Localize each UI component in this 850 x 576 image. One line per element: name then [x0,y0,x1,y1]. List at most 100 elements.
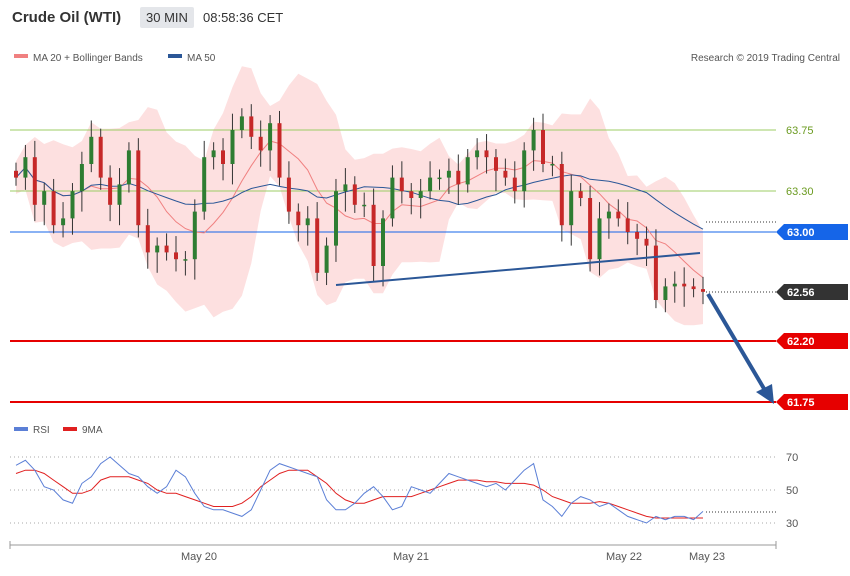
source-credit: Research © 2019 Trading Central [691,53,840,64]
candle-up [230,130,235,164]
candle-up [569,191,574,226]
candle-down [588,198,593,260]
candle-up [70,191,75,219]
candle-down [512,177,517,192]
candle-up [390,177,395,219]
candle-down [32,157,37,205]
candle-up [343,184,348,192]
ma9-legend-label: 9MA [82,425,103,436]
candle-up [550,164,555,166]
level-label-63-30: 63.30 [786,186,814,198]
candle-down [315,218,320,273]
support2-tag: 61.75 [776,394,848,410]
candle-down [559,164,564,226]
forecast-arrow-head [756,384,774,404]
candle-down [174,252,178,260]
rsi-legend-label: RSI [33,425,50,436]
x-tick-may22: May 22 [606,551,642,563]
candle-down [249,116,254,137]
candle-up [672,283,677,287]
candle-up [522,150,527,192]
candle-down [51,191,56,226]
last-price-tag-label: 62.56 [787,287,815,299]
ma9-legend-swatch [63,427,77,431]
pivot-tag-bg [776,224,848,240]
chart-header: Crude Oil (WTI) 30 MIN 08:58:36 CET [0,0,850,36]
timestamp: 08:58:36 CET [203,10,284,25]
candle-up [192,211,197,260]
candle-down [616,211,621,219]
rsi-ma9-line [15,469,703,519]
candle-up [446,170,451,178]
candle-down [136,150,141,226]
candle-down [456,170,461,185]
candle-down [371,204,376,266]
candle-up [126,150,131,185]
rsi-tick-30: 30 [786,518,798,530]
support1-tag-label: 62.20 [787,336,815,348]
support2-tag-bg [776,394,848,410]
candle-down [14,170,18,178]
trendline [335,252,701,286]
candle-up [475,150,480,158]
candle-up [89,136,94,164]
candle-down [399,177,404,192]
rsi-legend: RSI 9MA [14,425,103,436]
candle-down [578,191,583,198]
timeframe-badge[interactable]: 30 MIN [140,7,194,28]
candle-down [221,150,225,164]
candle-down [691,286,696,290]
support2-tag-label: 61.75 [787,397,815,409]
candle-up [428,177,433,192]
support1-tag: 62.20 [776,333,848,349]
candle-down [409,191,414,198]
candle-up [531,130,536,151]
last-price-tag: 62.56 [776,284,848,300]
candle-up [155,245,160,253]
candle-down [494,157,498,171]
candle-down [644,238,649,246]
candle-up [239,116,244,130]
ma50-legend-label: MA 50 [187,53,216,64]
candle-up [211,150,216,158]
candle-down [625,218,630,232]
candle-up [597,218,602,260]
candle-down [653,245,658,300]
rsi-line [15,456,704,524]
ma50-legend-swatch [168,54,182,58]
candle-up [23,157,28,178]
candle-up [305,218,310,226]
price-legend: MA 20 + Bollinger Bands MA 50 Research ©… [14,53,840,64]
candle-up [362,204,367,207]
instrument-title: Crude Oil (WTI) [12,9,122,26]
candle-down [541,130,545,164]
candle-up [418,191,423,198]
candle-up [437,177,442,180]
candle-down [108,177,113,205]
candle-down [682,283,687,287]
level-label-63-75: 63.75 [786,125,814,137]
candle-down [258,136,263,151]
candle-up [61,218,66,226]
candle-down [484,150,489,158]
candle-down [98,136,103,178]
x-tick-may20: May 20 [181,551,217,563]
x-tick-may23: May 23 [689,551,725,563]
candle-up [79,164,84,192]
candle-up [117,184,122,205]
candle-up [324,245,329,273]
candle-up [334,191,338,246]
candle-up [606,211,611,219]
candle-up [663,286,668,300]
rsi-legend-swatch [14,427,28,431]
x-tick-may21: May 21 [393,551,429,563]
candlestick-series [14,104,705,313]
candle-down [352,184,357,205]
candle-down [296,211,301,226]
pivot-tag: 63.00 [776,224,848,240]
candle-down [277,123,282,178]
candle-up [183,259,188,261]
pivot-tag-label: 63.00 [787,227,815,239]
last-price-tag-bg [776,284,848,300]
